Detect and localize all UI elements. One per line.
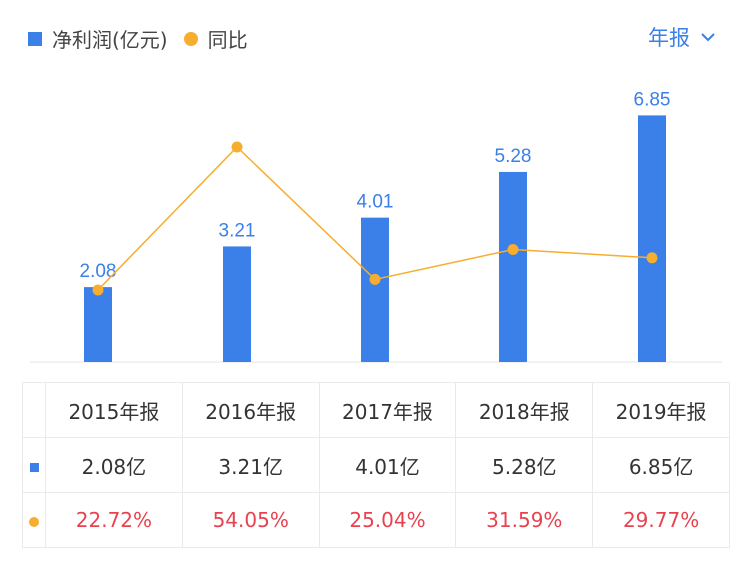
table-header-row: 2015年报 2016年报 2017年报 2018年报 2019年报 xyxy=(22,382,730,438)
period-label: 年报 xyxy=(648,26,690,50)
bar xyxy=(361,217,389,362)
column-header: 2017年报 xyxy=(318,382,457,438)
chevron-down-icon xyxy=(701,33,715,42)
bar-data-label: 3.21 xyxy=(219,220,256,241)
bar xyxy=(499,171,527,362)
combo-chart: 2.08 3.21 4.01 5.28 6.85 xyxy=(30,89,722,363)
table-cell: 54.05% xyxy=(181,492,320,548)
growth-point xyxy=(92,284,104,296)
table-cell: 29.77% xyxy=(592,492,730,548)
table-cell: 6.85亿 xyxy=(592,437,730,493)
bar-marker xyxy=(29,463,39,472)
table-cell: 5.28亿 xyxy=(455,437,594,493)
bar-data-label: 2.08 xyxy=(80,261,117,282)
table-cell: 22.72% xyxy=(45,492,183,548)
bar-legend-marker xyxy=(28,31,42,46)
bar xyxy=(84,287,112,362)
bar-data-label: 6.85 xyxy=(634,89,671,110)
line-legend-marker xyxy=(183,31,198,46)
bar-data-label: 4.01 xyxy=(357,192,394,213)
table-cell: 2.08亿 xyxy=(45,437,183,493)
growth-point xyxy=(646,252,658,264)
bar-legend-label: 净利润(亿元) xyxy=(52,28,168,52)
table-cell: 3.21亿 xyxy=(181,437,320,493)
column-header: 2019年报 xyxy=(592,382,730,438)
growth-point xyxy=(369,273,381,285)
legend: 净利润(亿元) 同比 xyxy=(28,24,248,53)
column-header: 2015年报 xyxy=(45,382,183,438)
table-cell: 4.01亿 xyxy=(318,437,457,493)
table-row-growth: 22.72% 54.05% 25.04% 31.59% 29.77% xyxy=(22,492,730,548)
line-marker xyxy=(29,517,39,527)
column-header: 2016年报 xyxy=(181,382,320,438)
column-header: 2018年报 xyxy=(455,382,594,438)
data-table: 2015年报 2016年报 2017年报 2018年报 2019年报 2.08亿 3.21… xyxy=(22,382,730,548)
line-legend-label: 同比 xyxy=(207,28,248,52)
growth-point xyxy=(231,141,243,153)
period-selector[interactable]: 年报 xyxy=(648,22,716,52)
table-row-profit: 2.08亿 3.21亿 4.01亿 5.28亿 6.85亿 xyxy=(22,437,730,493)
table-cell: 25.04% xyxy=(318,492,457,548)
bar xyxy=(223,246,251,362)
bar-data-label: 5.28 xyxy=(495,146,532,167)
growth-point xyxy=(507,243,519,255)
bar xyxy=(638,115,666,363)
table-cell: 31.59% xyxy=(455,492,594,548)
